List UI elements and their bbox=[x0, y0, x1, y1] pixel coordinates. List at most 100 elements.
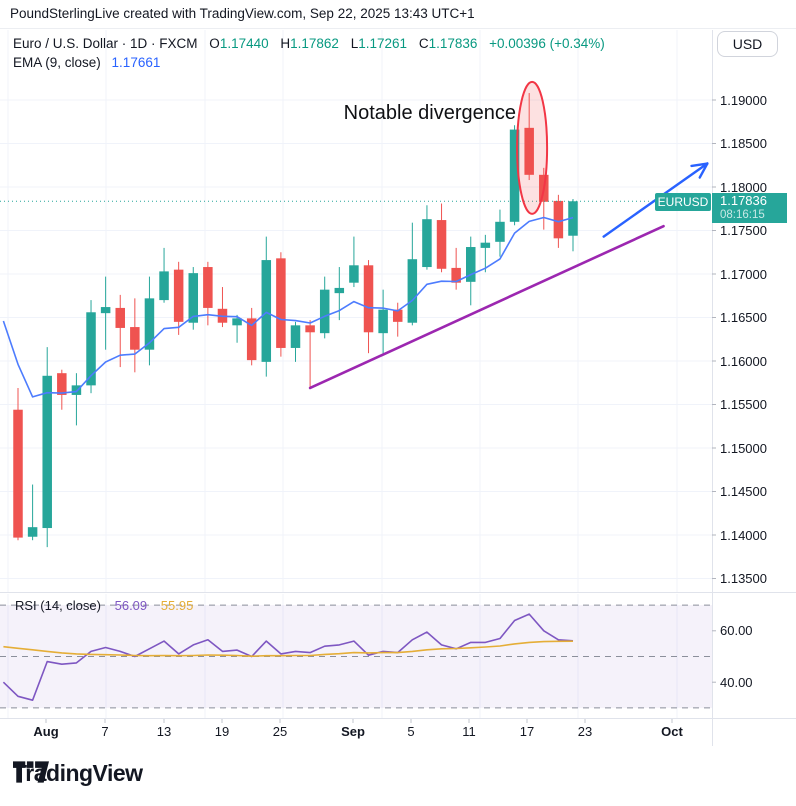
candle bbox=[495, 209, 505, 257]
candle bbox=[407, 222, 418, 326]
candle-body bbox=[173, 269, 184, 322]
time-tick-label: 25 bbox=[272, 724, 288, 739]
candle-body bbox=[422, 219, 432, 268]
open-value: 1.17440 bbox=[219, 36, 269, 51]
rsi-value: 56.09 bbox=[114, 598, 148, 613]
candle bbox=[86, 300, 96, 394]
rsi-title: RSI (14, close) bbox=[15, 598, 101, 613]
candle-body bbox=[71, 385, 82, 395]
rsi-legend: RSI (14, close) 56.09 55.95 bbox=[15, 598, 193, 613]
bar-countdown: 08:16:15 bbox=[720, 209, 765, 221]
currency-toggle-button[interactable]: USD bbox=[717, 31, 778, 57]
candle bbox=[319, 276, 330, 339]
candle bbox=[261, 236, 272, 377]
candle bbox=[57, 369, 67, 410]
symbol-legend: Euro / U.S. Dollar · 1D · FXCM O1.17440 … bbox=[13, 36, 605, 51]
symbol-title: Euro / U.S. Dollar · 1D · FXCM bbox=[13, 36, 198, 51]
candle-body bbox=[466, 247, 476, 282]
change-value: +0.00396 (+0.34%) bbox=[489, 36, 605, 51]
candle-body bbox=[232, 318, 242, 326]
candle-body bbox=[363, 265, 374, 333]
candle bbox=[363, 260, 374, 354]
rsi-line bbox=[2, 613, 574, 701]
candle-body bbox=[509, 129, 520, 222]
last-price-flag[interactable]: 1.17836 08:16:15 bbox=[712, 193, 787, 223]
candle-body bbox=[188, 273, 199, 323]
time-tick-label: Oct bbox=[661, 724, 683, 739]
candle bbox=[217, 287, 228, 328]
close-label: C bbox=[418, 36, 429, 51]
candle-body bbox=[553, 200, 564, 239]
low-value: 1.17261 bbox=[358, 36, 408, 51]
candle-body bbox=[276, 258, 286, 348]
time-axis[interactable]: Aug 7 13 19 25 Sep 5 11 17 23 Oct bbox=[0, 718, 796, 746]
candle bbox=[422, 205, 432, 270]
time-tick-label: Sep bbox=[341, 724, 365, 739]
tradingview-logo-text: TradingView bbox=[13, 760, 143, 786]
candle bbox=[378, 289, 388, 355]
candle-body bbox=[334, 287, 345, 294]
candle bbox=[524, 93, 534, 181]
ellipse-drawing[interactable] bbox=[516, 80, 549, 215]
candle bbox=[436, 203, 447, 273]
attribution-text: PoundSterlingLive created with TradingVi… bbox=[10, 6, 475, 21]
candle bbox=[130, 298, 140, 373]
candle bbox=[290, 321, 301, 362]
low-label: L bbox=[350, 36, 359, 51]
time-tick-label: 23 bbox=[577, 724, 593, 739]
arrow-head bbox=[698, 162, 709, 179]
tradingview-logo-link[interactable]: TradingView bbox=[13, 760, 143, 787]
candle bbox=[246, 307, 257, 366]
candle-body bbox=[115, 307, 125, 328]
candle-body bbox=[13, 409, 23, 538]
time-tick-label: 17 bbox=[519, 724, 535, 739]
candle bbox=[568, 199, 578, 252]
candle-body bbox=[392, 309, 403, 322]
candle-body bbox=[495, 221, 505, 242]
close-value: 1.17836 bbox=[428, 36, 478, 51]
candle bbox=[144, 276, 155, 366]
arrow-head bbox=[690, 162, 709, 168]
time-tick-label: 11 bbox=[462, 724, 476, 739]
high-value: 1.17862 bbox=[290, 36, 339, 51]
trendline-drawing[interactable] bbox=[308, 224, 665, 390]
time-tick-label: 5 bbox=[407, 724, 415, 739]
open-label: O bbox=[209, 36, 220, 51]
candle-body bbox=[144, 298, 155, 350]
candle bbox=[392, 302, 403, 337]
candle bbox=[100, 276, 111, 350]
candle-body bbox=[480, 242, 491, 248]
rsi-ma-value: 55.95 bbox=[160, 598, 194, 613]
time-tick-label: 7 bbox=[101, 724, 109, 739]
candle bbox=[305, 320, 315, 388]
candle-body bbox=[42, 375, 52, 529]
ema-value: 1.17661 bbox=[111, 55, 161, 70]
candle bbox=[188, 267, 199, 330]
candle bbox=[466, 236, 476, 306]
candle-body bbox=[451, 267, 461, 283]
last-price-value: 1.17836 bbox=[720, 193, 767, 208]
ema-legend: EMA (9, close) 1.17661 bbox=[13, 55, 160, 70]
ema-line bbox=[2, 216, 574, 398]
rsi-ma-line bbox=[3, 640, 574, 657]
candle-body bbox=[319, 289, 330, 334]
candle bbox=[13, 387, 23, 541]
candle-body bbox=[203, 267, 213, 308]
candle bbox=[276, 252, 286, 357]
candle-body bbox=[436, 220, 447, 269]
candle-body bbox=[246, 318, 257, 361]
candle-body bbox=[407, 259, 418, 323]
candle-body bbox=[378, 309, 388, 334]
candle-body bbox=[261, 260, 272, 362]
candle-body bbox=[130, 327, 140, 350]
high-label: H bbox=[280, 36, 291, 51]
candle bbox=[509, 125, 520, 226]
candle-body bbox=[27, 527, 38, 537]
candle-body bbox=[100, 307, 111, 314]
candle bbox=[42, 347, 52, 548]
candle-body bbox=[349, 265, 359, 283]
candle bbox=[480, 234, 491, 273]
divergence-annotation-text[interactable]: Notable divergence bbox=[343, 102, 516, 124]
